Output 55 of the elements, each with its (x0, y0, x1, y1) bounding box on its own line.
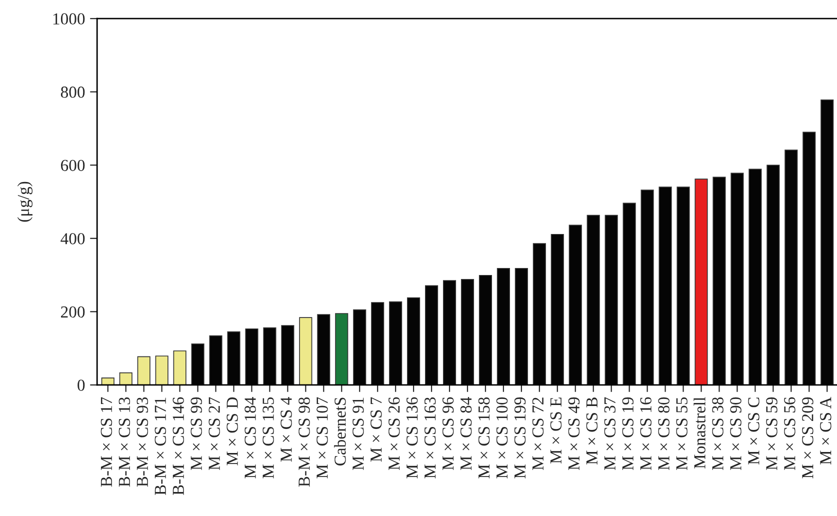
x-tick-label: M × CS 56 (784, 397, 796, 470)
bar (155, 356, 168, 385)
x-tick-label: M × CS 4 (280, 397, 292, 462)
x-tick-label: M × CS 37 (604, 397, 616, 470)
x-tick-label: M × CS 99 (190, 397, 202, 470)
y-tick-label: 400 (60, 233, 85, 244)
y-axis-title: (μg/g) (17, 182, 33, 222)
x-tick-label: B-M × CS 17 (100, 397, 112, 487)
x-tick-label: M × CS 90 (730, 397, 742, 470)
x-tick-label: M × CS 136 (406, 397, 418, 478)
bar (299, 317, 312, 385)
x-tick-label: M × CS B (586, 398, 598, 464)
x-tick-label: M × CS 96 (442, 397, 454, 470)
y-tick-label: 200 (61, 306, 85, 318)
bar (173, 350, 186, 385)
x-tick-label: M × CS 80 (658, 397, 670, 470)
y-tick-label: 600 (61, 160, 85, 172)
x-tick-label: M × CS 135 (262, 397, 274, 478)
bar (137, 356, 150, 385)
x-tick-label: M × CS 91 (352, 398, 364, 470)
x-tick-label: B-M × CS 171 (154, 398, 166, 496)
x-tick-label: M × CS 100 (496, 397, 508, 478)
x-tick-label: M × CS D (226, 397, 238, 466)
x-tick-label: M × CS 27 (208, 397, 220, 470)
x-tick-label: M × CS 72 (532, 398, 544, 470)
x-tick-label: CabernetS (334, 398, 346, 466)
y-tick-label: 0 (78, 380, 85, 391)
x-tick-label: M × CS 16 (640, 397, 652, 470)
x-tick-label: M × CS 55 (676, 397, 688, 470)
x-tick-label: M × CS 84 (460, 397, 472, 470)
x-tick-label: M × CS 107 (316, 397, 328, 478)
bar (119, 372, 132, 385)
x-tick-label: B-M × CS 146 (172, 397, 184, 496)
x-tick-label: M × CS 163 (424, 397, 436, 478)
x-tick-label: B-M × CS 98 (298, 397, 310, 487)
bar (694, 178, 708, 385)
y-tick-label: 800 (60, 86, 85, 98)
x-tick-label: M × CS E (550, 398, 562, 464)
x-tick-label: M × CS 199 (514, 397, 526, 478)
x-tick-label: M × CS 19 (622, 397, 634, 470)
x-tick-label: M × CS 209 (802, 397, 814, 478)
x-tick-label: M × CS 26 (388, 397, 400, 470)
x-tick-label: B-M × CS 13 (118, 397, 130, 487)
x-tick-label: M × CS A (820, 396, 832, 464)
bar (335, 313, 348, 385)
y-tick-label: 1000 (53, 13, 85, 25)
x-tick-label: M × CS 49 (568, 397, 580, 470)
x-tick-label: M × CS 7 (370, 397, 382, 462)
x-tick-label: M × CS 59 (766, 397, 778, 470)
x-tick-label: M × CS 38 (712, 397, 724, 470)
x-tick-label: Monastrell (694, 397, 706, 468)
x-tick-label: M × CS 158 (478, 397, 490, 478)
x-tick-label: M × CS C (748, 398, 760, 464)
x-tick-label: M × CS 184 (244, 397, 256, 478)
x-tick-label: B-M × CS 93 (136, 397, 148, 487)
